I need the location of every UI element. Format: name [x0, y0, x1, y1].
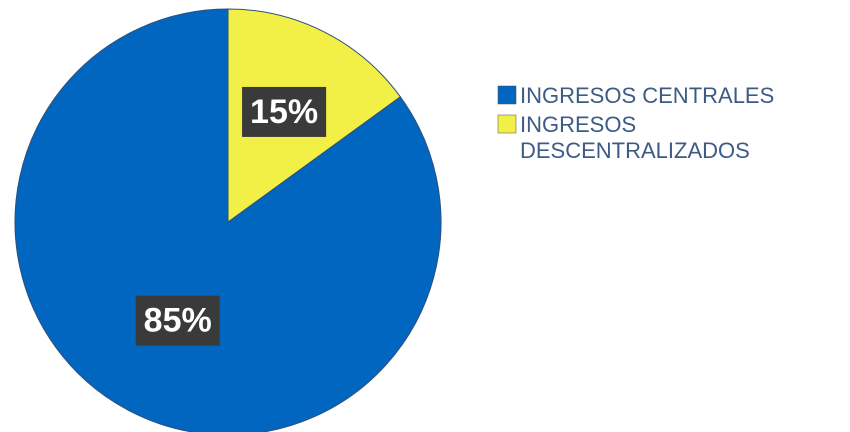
legend-label-line: INGRESOS CENTRALES [520, 83, 774, 108]
legend-swatch-ingresos-centrales [497, 85, 517, 105]
data-label-ingresos-descentralizados: 15% [250, 93, 318, 131]
pie-data-labels: 85% 15% [135, 86, 327, 346]
data-label-box [242, 86, 327, 137]
legend: INGRESOS CENTRALES INGRESOSDESCENTRALIZAD… [497, 83, 774, 163]
pie-slice-ingresos-centrales [14, 8, 442, 432]
legend-label-line: INGRESOS [520, 112, 636, 137]
data-label-ingresos-centrales: 85% [144, 302, 212, 340]
legend-label-line: DESCENTRALIZADOS [520, 138, 750, 163]
legend-swatch-ingresos-descentralizados [497, 114, 517, 134]
pie-slices [14, 8, 442, 432]
data-label-box [135, 295, 220, 346]
